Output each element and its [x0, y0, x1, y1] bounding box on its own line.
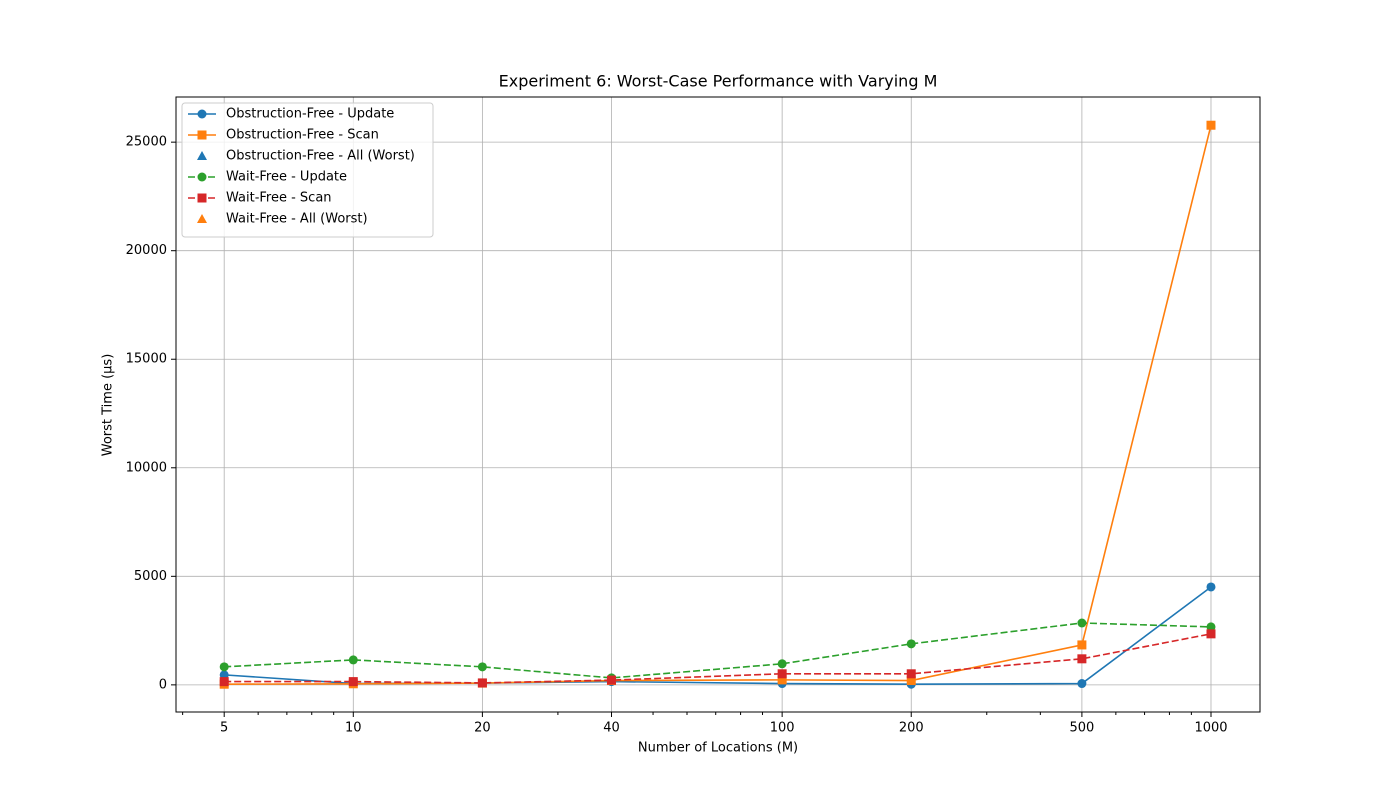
legend-label: Obstruction-Free - Scan [226, 128, 379, 143]
x-tick-label: 5 [220, 721, 228, 736]
legend-box [181, 102, 434, 238]
marker [477, 678, 487, 688]
series-line [224, 622, 1212, 679]
x-tick-label: 1000 [1194, 721, 1227, 736]
legend-label: Obstruction-Free - Update [226, 107, 394, 122]
marker [1206, 582, 1216, 592]
marker [606, 675, 616, 685]
legend-marker [197, 151, 207, 160]
y-tick-label: 10000 [126, 460, 167, 475]
marker [1206, 629, 1216, 639]
x-tick-label: 20 [474, 721, 491, 736]
marker [906, 669, 916, 679]
marker [1077, 618, 1087, 628]
y-tick-label: 0 [159, 677, 167, 692]
x-tick-label: 200 [899, 721, 924, 736]
y-axis-label: Worst Time (µs) [101, 354, 116, 457]
marker [477, 662, 487, 672]
legend-label: Obstruction-Free - All (Worst) [226, 149, 415, 164]
series-line [224, 125, 1212, 686]
legend-label: Wait-Free - All (Worst) [226, 212, 368, 227]
legend-marker [197, 109, 207, 119]
legend-marker [197, 130, 207, 140]
x-tick-label: 100 [770, 721, 795, 736]
marker [1077, 679, 1087, 689]
marker [1206, 622, 1216, 632]
x-tick-label: 10 [345, 721, 362, 736]
marker [348, 677, 358, 687]
marker [906, 676, 916, 686]
x-axis-label: Number of Locations (M) [638, 741, 798, 756]
marker [906, 639, 916, 649]
marker [777, 675, 787, 685]
legend-marker [197, 214, 207, 223]
marker [1077, 640, 1087, 650]
y-tick-label: 25000 [126, 135, 167, 150]
legend-marker [197, 172, 207, 182]
series-line [224, 633, 1212, 684]
legend-label: Wait-Free - Scan [226, 191, 332, 206]
legend-label: Wait-Free - Update [226, 170, 347, 185]
legend-marker [197, 193, 207, 203]
marker [777, 659, 787, 669]
x-tick-label: 40 [603, 721, 620, 736]
plot-frame [175, 96, 1261, 713]
marker [777, 669, 787, 679]
marker [219, 662, 229, 672]
y-tick-label: 20000 [126, 243, 167, 258]
marker [219, 677, 229, 687]
y-tick-label: 15000 [126, 352, 167, 367]
chart-title: Experiment 6: Worst-Case Performance wit… [499, 72, 938, 91]
y-tick-label: 5000 [134, 569, 167, 584]
marker [1206, 120, 1216, 130]
marker [348, 655, 358, 665]
marker [1077, 654, 1087, 664]
x-tick-label: 500 [1069, 721, 1094, 736]
